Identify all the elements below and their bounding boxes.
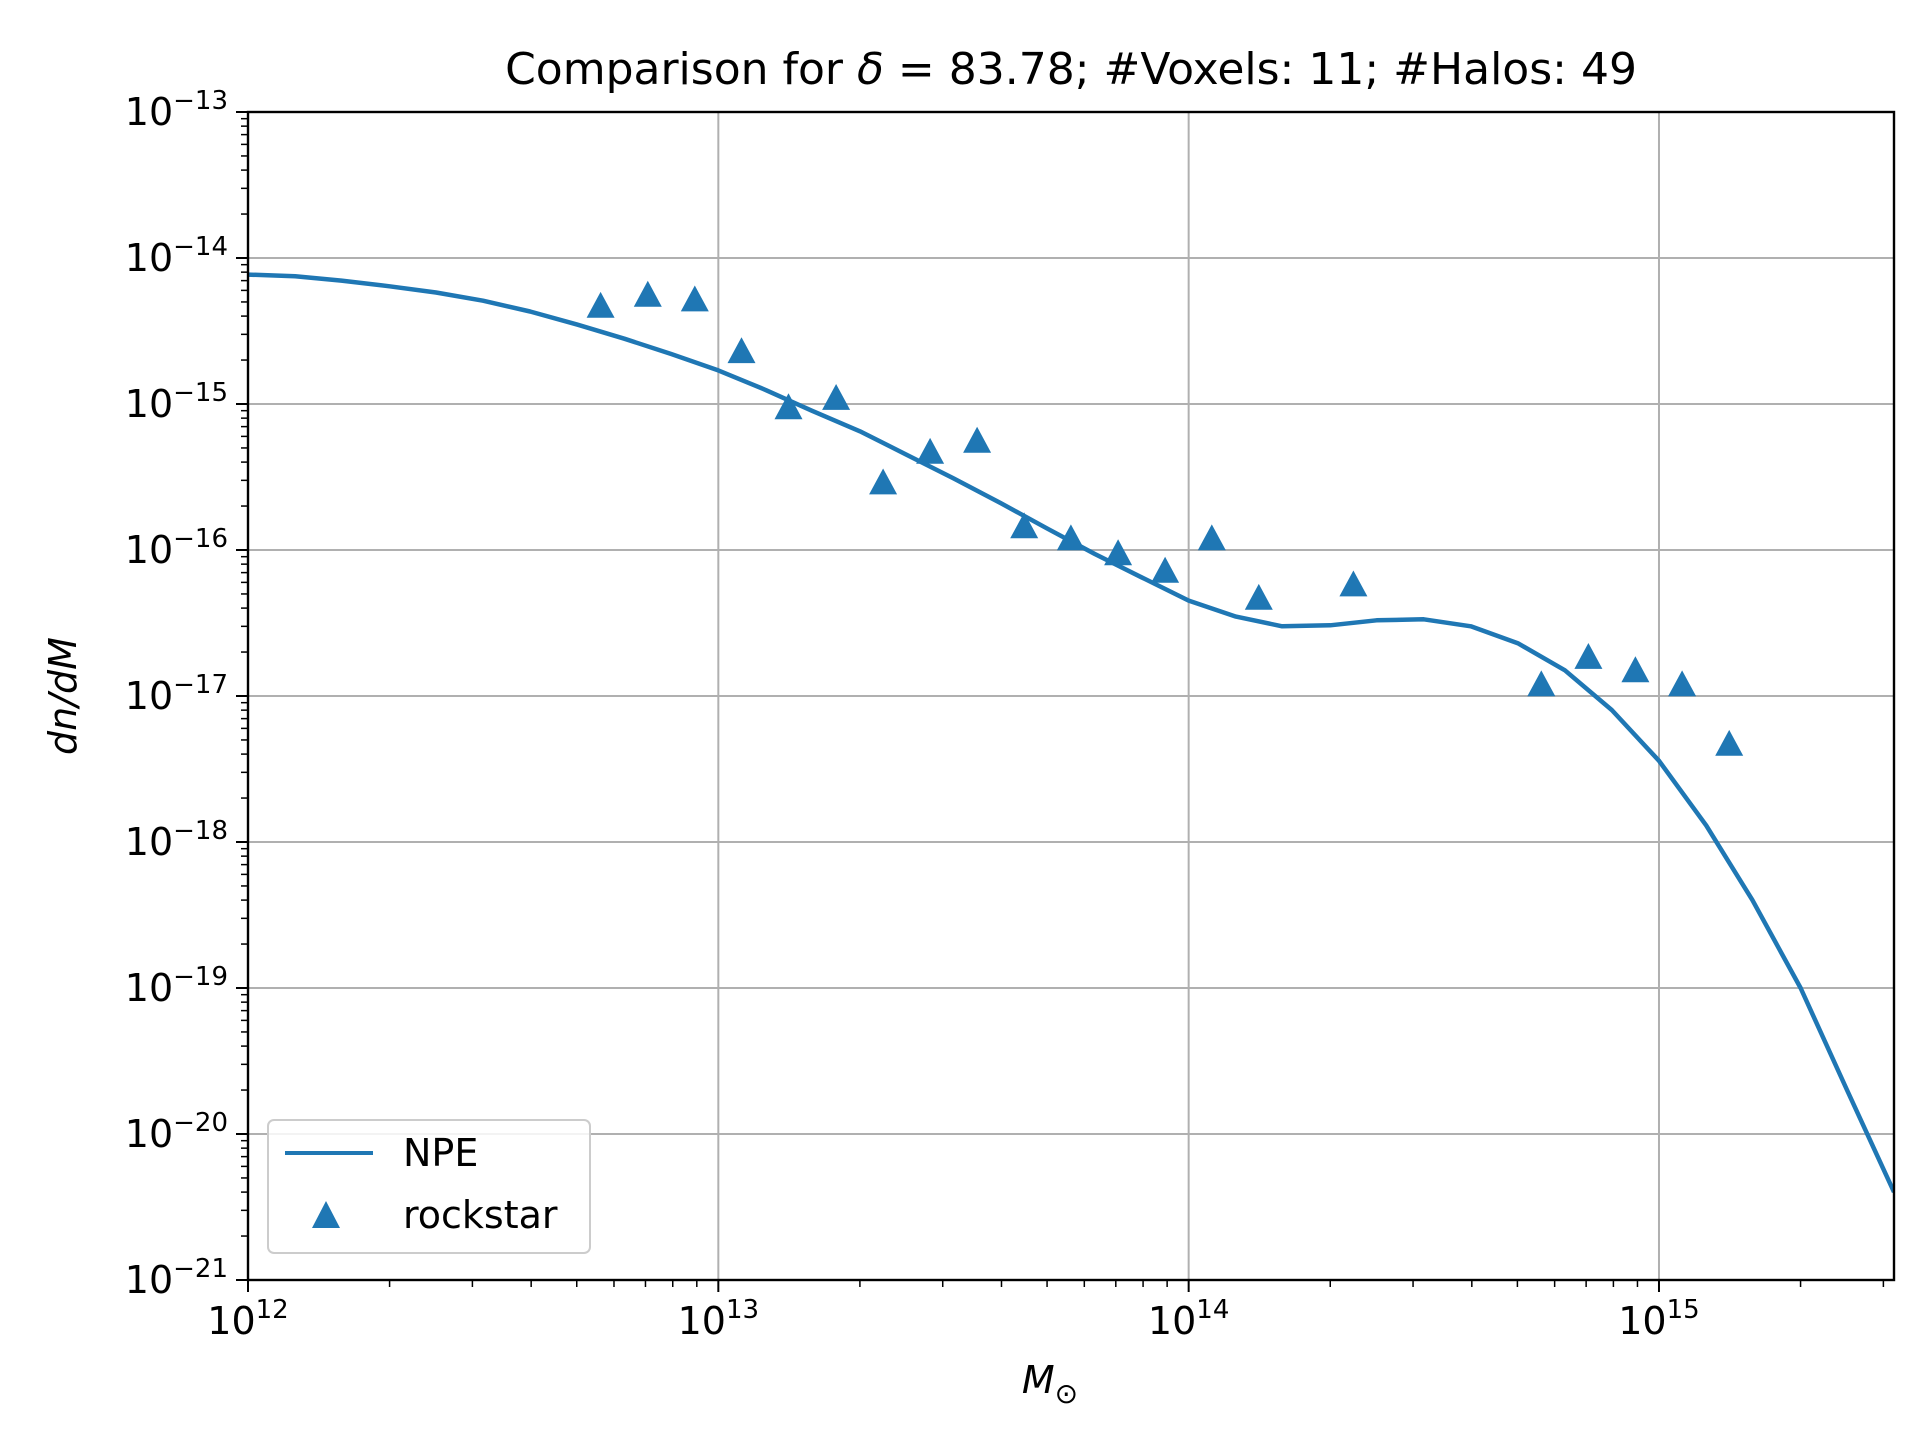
rockstar-point [822,384,851,410]
y-tick-label: 10−19 [125,962,228,1010]
x-axis-label-sub: ⊙ [1055,1377,1078,1410]
rockstar-point [1339,570,1368,597]
y-tick-label: 10−15 [125,378,228,426]
plot-frame [246,110,1896,1282]
y-tick-label: 10−17 [125,670,228,718]
title-symbol: δ [857,44,884,95]
rockstar-point [1197,524,1226,551]
rockstar-point [1715,729,1744,756]
rockstar-point [1104,539,1133,566]
x-tick-label: 1015 [1618,1295,1699,1343]
rockstar-point [680,285,709,312]
legend-rockstar-marker [312,1201,340,1228]
y-tick-label: 10−21 [125,1254,228,1302]
axis-tick-labels: 1012 1013 1014 1015 10−13 10−14 10−15 10−16 10−1… [125,86,1700,1343]
y-tick-label: 10−14 [125,232,228,280]
y-axis-label: dn/dM [41,637,85,755]
rockstar-point [633,280,662,307]
rockstar-point [1574,643,1603,669]
rockstar-point [586,291,615,318]
rockstar-point [1010,512,1039,539]
rockstar-series [586,280,1744,756]
legend-rockstar-label: rockstar [403,1193,558,1237]
rockstar-point [774,393,803,420]
x-tick-label: 1012 [207,1295,288,1343]
y-tick-label: 10−20 [125,1108,228,1156]
rockstar-point [1668,670,1697,697]
x-axis-label-main: M [1022,1358,1055,1402]
y-tick-label: 10−18 [125,816,228,864]
title-prefix: Comparison for [505,44,857,95]
rockstar-point [1621,656,1650,683]
legend-npe-label: NPE [403,1131,478,1175]
chart-title: Comparison for δ = 83.78; #Voxels: 11; #… [505,44,1637,95]
rockstar-point [916,437,945,464]
rockstar-point [963,426,992,453]
x-axis-label: M⊙ [1022,1358,1078,1410]
x-tick-label: 1014 [1148,1295,1229,1343]
title-suffix: = 83.78; #Voxels: 11; #Halos: 49 [884,44,1637,95]
rockstar-point [1151,556,1180,583]
legend: NPE rockstar [267,1119,591,1254]
y-tick-label: 10−16 [125,524,228,572]
rockstar-point [727,337,756,364]
rockstar-point [869,468,898,495]
rockstar-point [1527,670,1556,697]
x-tick-label: 1013 [678,1295,759,1343]
y-tick-label: 10−13 [125,86,228,134]
rockstar-point [1244,583,1273,610]
rockstar-point [1056,524,1085,551]
